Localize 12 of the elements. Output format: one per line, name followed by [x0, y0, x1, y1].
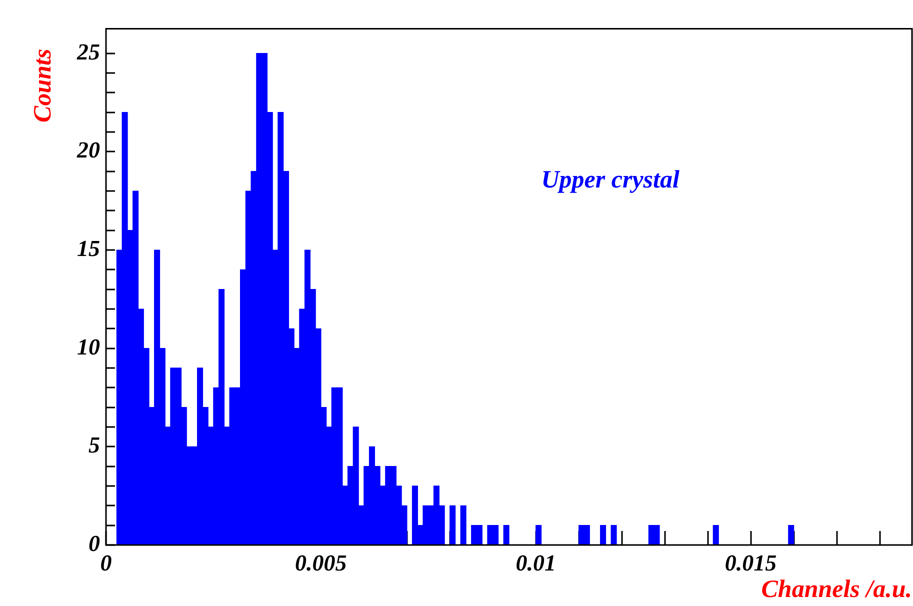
y-axis-title: Counts — [29, 48, 56, 122]
x-tick-label: 0.005 — [295, 550, 347, 576]
annotation: Upper crystal — [541, 166, 680, 194]
y-tick-label: 10 — [77, 334, 100, 360]
x-axis-title: Channels /a.u. — [761, 576, 912, 603]
x-tick-label: 0.01 — [516, 550, 556, 576]
x-tick-label: 0.015 — [724, 550, 777, 576]
y-tick-label: 25 — [76, 39, 100, 64]
y-tick-label: 0 — [88, 530, 100, 556]
y-tick-label: 15 — [77, 236, 100, 261]
y-tick-label: 5 — [88, 432, 100, 458]
y-tick-label: 20 — [76, 138, 100, 163]
